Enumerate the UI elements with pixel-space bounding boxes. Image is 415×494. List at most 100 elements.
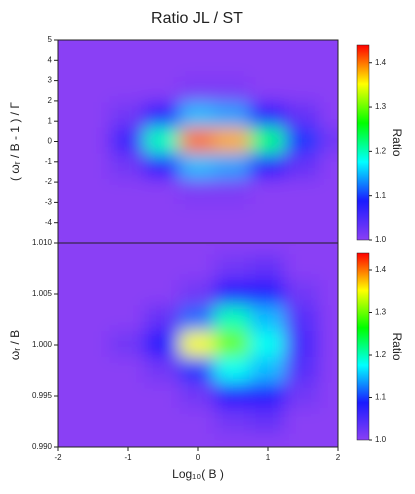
- heatmap-cell: [109, 77, 147, 105]
- heatmap-cell: [319, 356, 338, 385]
- heatmap-cell: [144, 407, 182, 436]
- colorbar-label: Ratio: [390, 128, 404, 156]
- heatmap-cell: [319, 382, 338, 410]
- heatmap-cell: [74, 127, 112, 156]
- heatmap-cell: [319, 77, 338, 105]
- heatmap-cell: [249, 382, 287, 410]
- y-tick-label: 0.990: [32, 442, 53, 451]
- heatmap-cell: [319, 102, 338, 130]
- y-tick-label: 1.010: [32, 238, 53, 247]
- heatmap-cell: [74, 153, 112, 181]
- heatmap-cell: [284, 243, 322, 257]
- heatmap-cell: [249, 280, 287, 308]
- heatmap-cell: [179, 178, 217, 206]
- heatmap-cell: [109, 229, 147, 243]
- heatmap-cells: [58, 40, 338, 243]
- heatmap-cell: [284, 51, 322, 80]
- heatmap-cell: [214, 243, 252, 257]
- x-tick-label: 0: [196, 453, 201, 462]
- heatmap-cell: [74, 331, 112, 359]
- heatmap-cell: [58, 77, 77, 105]
- heatmap-cell: [319, 40, 338, 54]
- colorbar-tick-label: 1.4: [375, 58, 387, 67]
- heatmap-cell: [249, 331, 287, 359]
- heatmap-cell: [144, 203, 182, 232]
- heatmap-cell: [249, 356, 287, 385]
- heatmap-cell: [179, 331, 217, 359]
- heatmap-cell: [319, 305, 338, 334]
- heatmap-cell: [284, 102, 322, 130]
- x-tick-label: -1: [124, 453, 132, 462]
- heatmap-cell: [58, 178, 77, 206]
- heatmap-cell: [58, 382, 77, 410]
- heatmap-cell: [144, 40, 182, 54]
- x-axis-label: Log₁₀( B ): [172, 467, 224, 481]
- y-tick-label: 3: [48, 76, 53, 85]
- heatmap-cell: [144, 433, 182, 447]
- heatmap-cell: [109, 40, 147, 54]
- heatmap-cell: [214, 102, 252, 130]
- heatmap-cell: [144, 356, 182, 385]
- colorbar-tick-label: 1.2: [375, 350, 387, 359]
- heatmap-cell: [109, 203, 147, 232]
- heatmap-cell: [144, 254, 182, 283]
- heatmap-cell: [214, 254, 252, 283]
- colorbar: [356, 252, 370, 441]
- heatmap-cell: [58, 305, 77, 334]
- x-tick-label: -2: [54, 453, 62, 462]
- heatmap-cell: [319, 331, 338, 359]
- heatmap-cell: [74, 77, 112, 105]
- heatmap-cell: [74, 40, 112, 54]
- heatmap-cell: [179, 356, 217, 385]
- heatmap-cell: [74, 229, 112, 243]
- colorbar-tick-label: 1.0: [375, 435, 387, 444]
- heatmap-cell: [179, 229, 217, 243]
- heatmap-cell: [109, 254, 147, 283]
- heatmap-cell: [179, 407, 217, 436]
- heatmap-cell: [179, 254, 217, 283]
- heatmap-cell: [214, 178, 252, 206]
- heatmap-cell: [214, 433, 252, 447]
- heatmap-cell: [214, 280, 252, 308]
- heatmap-cell: [179, 203, 217, 232]
- heatmap-cell: [284, 433, 322, 447]
- heatmap-cell: [319, 280, 338, 308]
- heatmap-cell: [214, 331, 252, 359]
- heatmap-cell: [58, 229, 77, 243]
- y-tick-label: 0: [48, 137, 53, 146]
- heatmap-cell: [284, 77, 322, 105]
- heatmap-cell: [214, 305, 252, 334]
- colorbar-tick-label: 1.3: [375, 308, 387, 317]
- y-axis-label: ωᵣ / B: [8, 330, 22, 360]
- heatmap-cell: [58, 51, 77, 80]
- heatmap-cell: [58, 243, 77, 257]
- y-tick-label: -4: [45, 218, 53, 227]
- heatmap-cell: [319, 243, 338, 257]
- heatmap-cell: [144, 305, 182, 334]
- y-tick-label: 1: [48, 116, 53, 125]
- heatmap-cell: [109, 178, 147, 206]
- heatmap-cell: [249, 102, 287, 130]
- y-axis-label: ( ωᵣ / B - 1 ) / Γ: [8, 102, 22, 181]
- heatmap-cell: [249, 77, 287, 105]
- heatmap-cell: [319, 178, 338, 206]
- heatmap-cell: [179, 77, 217, 105]
- heatmap-cell: [284, 229, 322, 243]
- heatmap-cell: [179, 305, 217, 334]
- heatmap-cell: [74, 243, 112, 257]
- heatmap-cell: [284, 356, 322, 385]
- heatmap-cell: [74, 356, 112, 385]
- heatmap-cell: [58, 127, 77, 156]
- heatmap-cell: [58, 254, 77, 283]
- heatmap-cell: [284, 203, 322, 232]
- y-tick-label: 4: [48, 55, 53, 64]
- chart-title: Ratio JL / ST: [151, 10, 243, 27]
- heatmap-cell: [144, 51, 182, 80]
- heatmap-cell: [58, 433, 77, 447]
- heatmap-cell: [179, 40, 217, 54]
- heatmap-cell: [144, 382, 182, 410]
- heatmap-cell: [179, 280, 217, 308]
- x-tick-label: 1: [266, 453, 271, 462]
- heatmap-cell: [144, 127, 182, 156]
